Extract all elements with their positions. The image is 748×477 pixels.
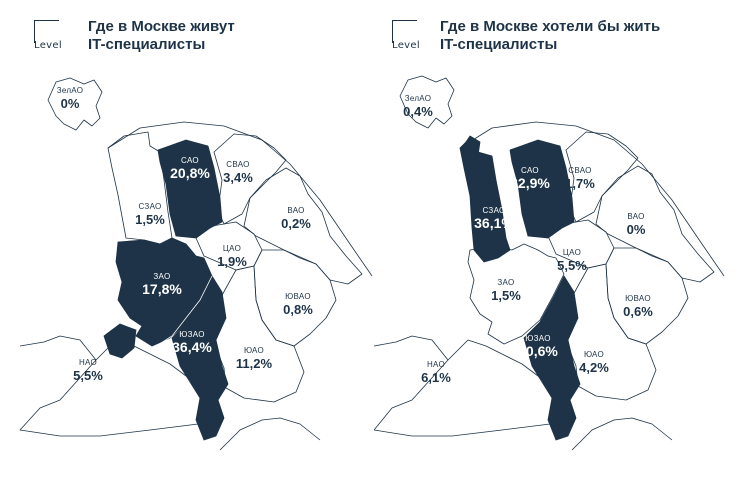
ring-road — [107, 121, 373, 277]
label-zao: ЗАО 17,8% — [142, 272, 182, 297]
label-szao: СЗАО 1,5% — [135, 202, 165, 227]
label-nao: НАО 5,5% — [73, 358, 103, 383]
label-nao: НАО 6,1% — [421, 360, 451, 385]
district-zelao — [47, 77, 103, 131]
district-yuao — [565, 263, 657, 401]
label-yuvao: ЮВАО 0,6% — [623, 294, 653, 319]
label-cao: ЦАО 1,9% — [217, 244, 247, 269]
district-sao-highlight — [509, 139, 575, 239]
district-vao — [243, 167, 363, 285]
label-sao: САО 20,8% — [170, 156, 210, 181]
title-line-2: IT-специалисты — [88, 36, 206, 53]
label-vao: ВАО 0,2% — [281, 206, 311, 231]
label-zelao: ЗелАО 0,4% — [403, 94, 433, 119]
panel-title: Где в Москве хотели бы жить IT-специалис… — [440, 18, 660, 54]
ring-road — [459, 121, 725, 277]
map-panel-live: Level Где в Москве живут IT-специалисты … — [19, 18, 373, 451]
level-logo: Level — [34, 20, 64, 51]
label-szao: СЗАО 36,1% — [474, 206, 514, 231]
label-yuao: ЮАО 4,2% — [579, 350, 609, 375]
logo-text: Level — [34, 40, 62, 51]
title-line-1: Где в Москве хотели бы жить — [440, 18, 661, 35]
map-panel-want: Level Где в Москве хотели бы жить IT-спе… — [374, 0, 748, 477]
district-sao-highlight — [157, 139, 223, 239]
title-line-1: Где в Москве живут — [88, 18, 235, 35]
panel-title: Где в Москве живут IT-специалисты — [88, 18, 235, 54]
label-yuvao: ЮВАО 0,8% — [283, 292, 313, 317]
district-szao-highlight — [459, 139, 511, 263]
label-yuzao: ЮЗАО 10,6% — [518, 334, 558, 359]
moscow-districts-map — [19, 77, 373, 451]
label-yuao: ЮАО 11,2% — [235, 346, 273, 371]
logo-text: Level — [392, 40, 420, 51]
label-svao: СВАО 1,7% — [565, 166, 595, 191]
level-logo: Level — [392, 20, 422, 51]
label-zelao: ЗелАО 0% — [56, 86, 84, 111]
label-zao: ЗАО 1,5% — [491, 278, 521, 303]
district-zao — [467, 243, 565, 345]
label-yuzao: ЮЗАО 36,4% — [172, 330, 212, 355]
district-zelao — [399, 75, 455, 129]
district-nao — [19, 339, 211, 437]
moscow-districts-map — [374, 75, 725, 451]
district-nao — [374, 339, 563, 437]
district-yuzao-highlight — [523, 275, 581, 441]
label-vao: ВАО 0% — [626, 212, 646, 237]
label-sao: САО 32,9% — [510, 166, 550, 191]
title-line-2: IT-специалисты — [440, 36, 558, 53]
label-cao: ЦАО 5,5% — [557, 248, 587, 273]
label-svao: СВАО 3,4% — [223, 160, 253, 185]
district-vao — [595, 165, 715, 283]
